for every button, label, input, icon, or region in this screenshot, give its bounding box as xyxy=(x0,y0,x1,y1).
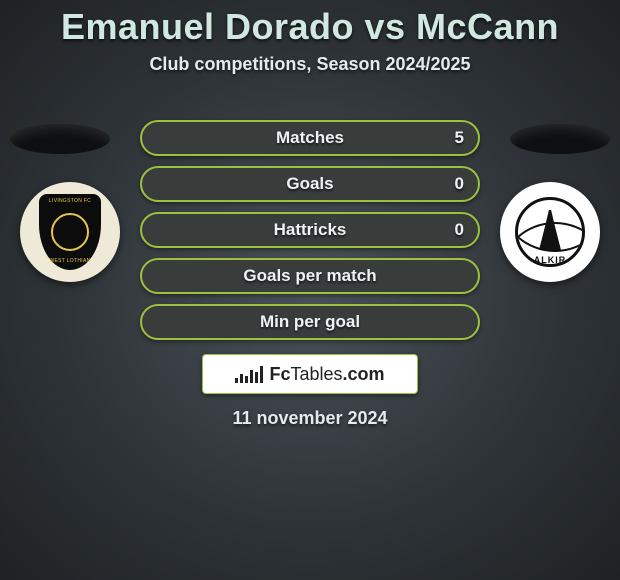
bars-icon xyxy=(235,365,263,383)
stat-row-goals-per-match: Goals per match xyxy=(140,258,480,294)
shield-icon: LIVINGSTON FC WEST LOTHIAN xyxy=(39,194,101,270)
branding-text-a: Fc xyxy=(269,364,290,384)
stat-row-goals: Goals 0 xyxy=(140,166,480,202)
crest-ring-icon xyxy=(51,213,89,251)
stat-row-matches: Matches 5 xyxy=(140,120,480,156)
crest-bottom-text: WEST LOTHIAN xyxy=(39,258,101,264)
club-crest-right: ALKIR xyxy=(500,182,600,282)
club-crest-left: LIVINGSTON FC WEST LOTHIAN xyxy=(20,182,120,282)
crest-right-text: ALKIR xyxy=(515,255,585,265)
stat-label: Goals xyxy=(286,174,333,194)
player-silhouette-left xyxy=(10,124,110,154)
stat-label: Hattricks xyxy=(274,220,347,240)
player-silhouette-right xyxy=(510,124,610,154)
stat-row-hattricks: Hattricks 0 xyxy=(140,212,480,248)
stat-label: Goals per match xyxy=(243,266,376,286)
stat-row-min-per-goal: Min per goal xyxy=(140,304,480,340)
branding-text-b: Tables xyxy=(290,364,342,384)
stat-value-right: 5 xyxy=(455,128,464,148)
date-text: 11 november 2024 xyxy=(0,408,620,429)
stats-panel: Matches 5 Goals 0 Hattricks 0 Goals per … xyxy=(140,120,480,350)
crest-top-text: LIVINGSTON FC xyxy=(39,198,101,204)
stat-value-right: 0 xyxy=(455,220,464,240)
branding-text-c: .com xyxy=(343,364,385,384)
page-title: Emanuel Dorado vs McCann xyxy=(0,0,620,48)
stat-label: Matches xyxy=(276,128,344,148)
branding-text: FcTables.com xyxy=(269,364,384,385)
branding-badge: FcTables.com xyxy=(202,354,418,394)
stat-value-right: 0 xyxy=(455,174,464,194)
stat-label: Min per goal xyxy=(260,312,360,332)
subtitle: Club competitions, Season 2024/2025 xyxy=(0,54,620,75)
